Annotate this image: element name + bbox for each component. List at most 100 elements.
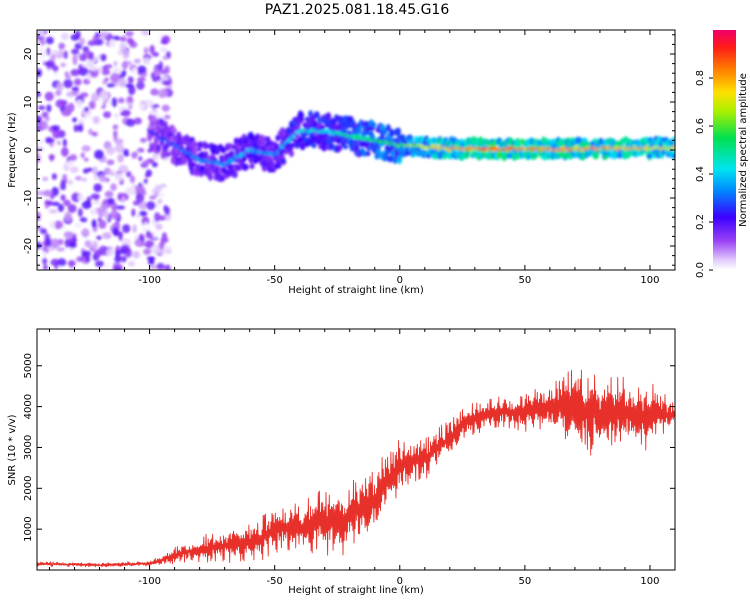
heatmap-ridge-halo bbox=[249, 163, 255, 169]
heatmap-noise-blob bbox=[66, 160, 77, 168]
heatmap-noise-blob bbox=[144, 36, 150, 44]
heatmap-ridge-halo bbox=[275, 144, 281, 150]
heatmap-noise-blob bbox=[125, 118, 136, 127]
heatmap-ridge-halo bbox=[342, 144, 348, 150]
heatmap-noise-blob bbox=[113, 35, 121, 41]
heatmap-noise-blob bbox=[118, 42, 127, 51]
heatmap-noise-blob bbox=[161, 80, 171, 86]
heatmap-noise-blob bbox=[77, 207, 83, 218]
heatmap-ridge-halo bbox=[299, 111, 305, 119]
heatmap-noise-blob bbox=[64, 231, 74, 240]
heatmap-noise-blob bbox=[134, 239, 142, 247]
x-tick-label: -50 bbox=[267, 576, 283, 587]
heatmap-ridge-halo bbox=[162, 120, 168, 128]
heatmap-noise-blob bbox=[47, 138, 55, 143]
heatmap-ridge-halo bbox=[416, 151, 422, 157]
heatmap-noise-blob bbox=[37, 211, 41, 222]
heatmap-noise-blob bbox=[39, 139, 44, 144]
heatmap-noise-blob bbox=[69, 242, 77, 249]
heatmap-noise-blob bbox=[45, 60, 56, 69]
heatmap-noise-blob bbox=[94, 124, 102, 134]
heatmap-noise-blob bbox=[45, 238, 52, 247]
heatmap-noise-blob bbox=[74, 222, 82, 228]
heatmap-noise-blob bbox=[94, 260, 105, 268]
heatmap-ridge-halo bbox=[337, 144, 343, 152]
snr-plot-area bbox=[37, 329, 675, 570]
heatmap-ridge-halo bbox=[388, 155, 394, 163]
heatmap-ridge-halo bbox=[193, 141, 199, 148]
heatmap-noise-blob bbox=[143, 47, 149, 55]
y-tick-label: 20 bbox=[23, 48, 34, 61]
heatmap-noise-blob bbox=[154, 185, 162, 193]
heatmap-noise-blob bbox=[102, 232, 112, 240]
heatmap-noise-blob bbox=[142, 181, 150, 188]
heatmap-noise-blob bbox=[111, 97, 118, 108]
snr-frame bbox=[36, 328, 676, 571]
heatmap-noise-blob bbox=[166, 84, 172, 90]
heatmap-ridge-halo bbox=[214, 150, 220, 155]
heatmap-noise-blob bbox=[39, 120, 49, 131]
heatmap-noise-blob bbox=[133, 58, 141, 64]
y-tick-label: 0 bbox=[23, 147, 34, 153]
heatmap-noise-blob bbox=[155, 112, 165, 119]
heatmap-noise-blob bbox=[107, 197, 115, 205]
heatmap-noise-blob bbox=[37, 147, 44, 152]
heatmap-ridge-halo bbox=[400, 134, 406, 142]
heatmap-noise-blob bbox=[106, 83, 116, 88]
heatmap-ridge-halo bbox=[533, 153, 539, 159]
heatmap-noise-blob bbox=[120, 36, 127, 42]
heatmap-ridge-halo bbox=[281, 158, 287, 164]
heatmap-noise-blob bbox=[105, 177, 110, 183]
heatmap-ridge-halo bbox=[171, 127, 177, 134]
heatmap-noise-blob bbox=[129, 41, 138, 48]
heatmap-noise-blob bbox=[110, 183, 117, 191]
colorbar-ticks: 0.0 0.2 0.4 0.6 0.8 bbox=[695, 70, 713, 278]
heatmap-noise-blob bbox=[138, 103, 145, 110]
heatmap-noise-blob bbox=[63, 199, 71, 207]
heatmap-noise-blob bbox=[69, 166, 79, 174]
heatmap-ridge-halo bbox=[151, 115, 157, 123]
heatmap-noise-blob bbox=[46, 47, 51, 56]
heatmap-noise-blob bbox=[151, 51, 160, 57]
heatmap-noise-blob bbox=[52, 128, 61, 139]
heatmap-noise-blob bbox=[158, 60, 164, 71]
heatmap-noise-blob bbox=[77, 123, 84, 133]
heatmap-noise-blob bbox=[46, 104, 52, 113]
heatmap-noise-blob bbox=[124, 83, 134, 88]
heatmap-noise-blob bbox=[55, 99, 65, 108]
heatmap-ridge-halo bbox=[156, 144, 162, 152]
heatmap-ridge-halo bbox=[389, 128, 395, 138]
heatmap-noise-blob bbox=[149, 44, 155, 54]
heatmap-noise-blob bbox=[125, 170, 132, 178]
heatmap-noise-blob bbox=[72, 55, 78, 66]
heatmap-noise-blob bbox=[79, 217, 88, 223]
heatmap-noise-blob bbox=[149, 195, 157, 200]
snr-series-line bbox=[37, 369, 675, 568]
heatmap-noise-blob bbox=[98, 31, 108, 38]
heatmap-noise-blob bbox=[161, 185, 166, 194]
heatmap-noise-blob bbox=[128, 261, 135, 267]
heatmap-noise-blob bbox=[138, 156, 143, 162]
heatmap-noise-blob bbox=[49, 220, 56, 229]
heatmap-noise-blob bbox=[37, 105, 46, 111]
heatmap-noise-blob bbox=[158, 88, 169, 97]
heatmap-noise-blob bbox=[81, 228, 90, 238]
colorbar-tick-label: 0.6 bbox=[695, 118, 706, 134]
heatmap-noise-blob bbox=[104, 210, 109, 221]
heatmap-noise-blob bbox=[119, 111, 128, 116]
heatmap-ridge-halo bbox=[385, 124, 391, 132]
heatmap-ridge-halo bbox=[207, 173, 213, 181]
heatmap-noise-blob bbox=[98, 219, 107, 229]
heatmap-noise-blob bbox=[131, 208, 136, 217]
heatmap-noise-blob bbox=[108, 39, 117, 49]
heatmap-ridge-halo bbox=[299, 116, 305, 123]
heatmap-noise-blob bbox=[164, 264, 171, 270]
heatmap-noise-blob bbox=[83, 157, 89, 162]
heatmap-noise-blob bbox=[106, 146, 116, 156]
heatmap-noise-blob bbox=[56, 81, 64, 92]
heatmap-ridge-halo bbox=[460, 138, 466, 144]
snr-xlabel: Height of straight line (km) bbox=[288, 585, 424, 596]
heatmap-noise-blob bbox=[92, 199, 101, 206]
heatmap-noise-blob bbox=[60, 147, 69, 157]
